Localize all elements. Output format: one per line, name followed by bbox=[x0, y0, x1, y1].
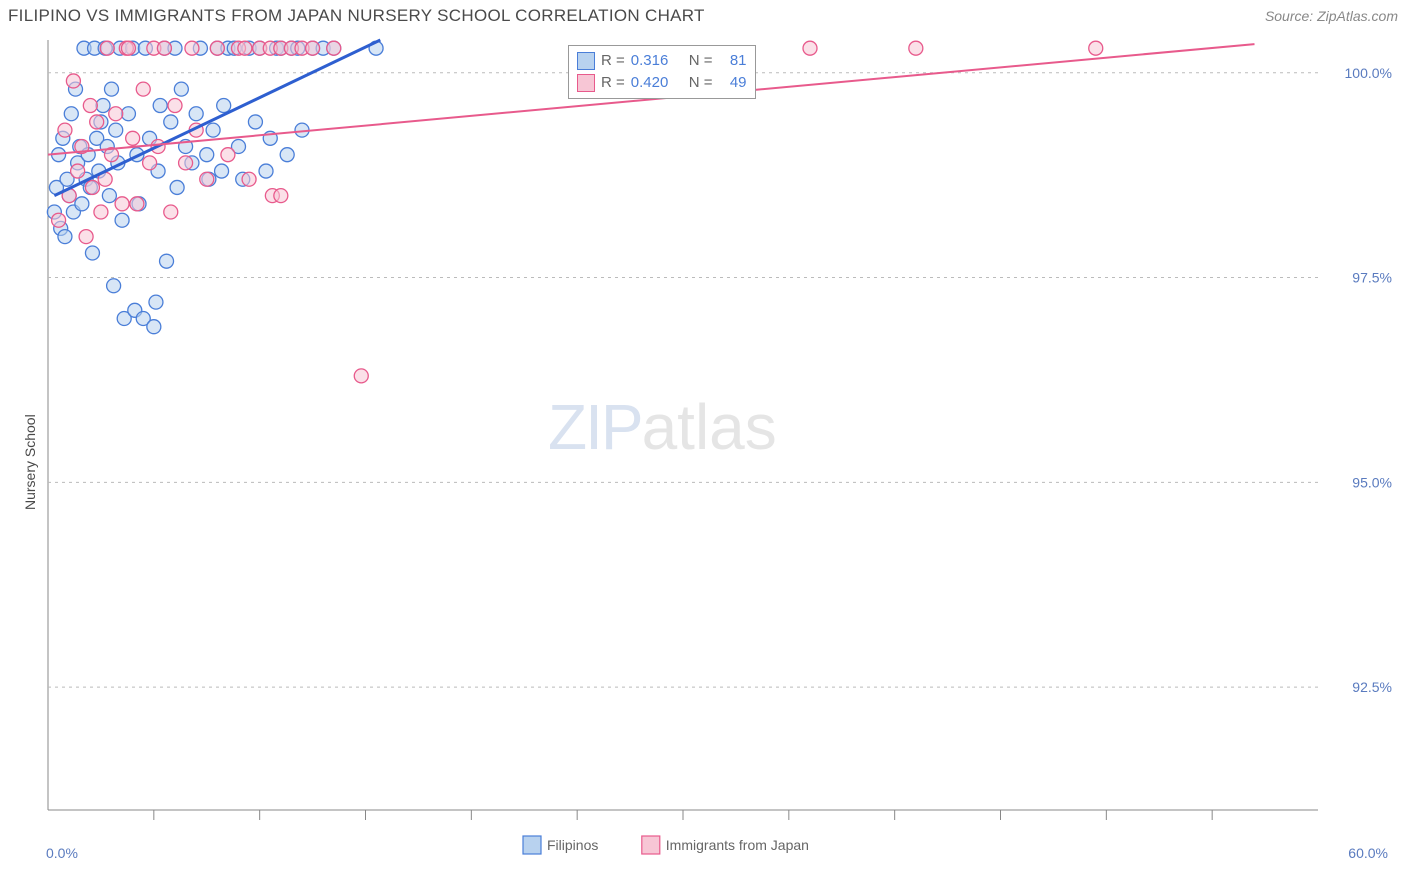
legend-row: R = 0.316 N = 81 bbox=[577, 50, 747, 72]
svg-text:92.5%: 92.5% bbox=[1352, 679, 1392, 695]
legend-r-label: R = bbox=[601, 50, 625, 72]
legend-row: R = 0.420 N = 49 bbox=[577, 72, 747, 94]
chart-source: Source: ZipAtlas.com bbox=[1265, 8, 1398, 24]
chart-title: FILIPINO VS IMMIGRANTS FROM JAPAN NURSER… bbox=[8, 6, 705, 26]
legend-r-value: 0.420 bbox=[631, 72, 683, 94]
chart-header: FILIPINO VS IMMIGRANTS FROM JAPAN NURSER… bbox=[0, 0, 1406, 30]
correlation-legend: R = 0.316 N = 81 R = 0.420 N = 49 bbox=[568, 45, 756, 99]
scatter-chart: 92.5% 95.0% 97.5% 100.0% 0.0% 60.0% Filipinos I… bbox=[8, 30, 1398, 870]
svg-text:97.5%: 97.5% bbox=[1352, 270, 1392, 286]
legend-n-label: N = bbox=[689, 50, 713, 72]
svg-text:95.0%: 95.0% bbox=[1352, 474, 1392, 490]
y-axis-label: Nursery School bbox=[22, 414, 38, 510]
svg-text:Filipinos: Filipinos bbox=[547, 837, 598, 853]
legend-swatch bbox=[577, 52, 595, 70]
svg-text:0.0%: 0.0% bbox=[46, 845, 78, 861]
legend-r-value: 0.316 bbox=[631, 50, 683, 72]
legend-n-value: 81 bbox=[719, 50, 747, 72]
legend-n-value: 49 bbox=[719, 72, 747, 94]
svg-text:60.0%: 60.0% bbox=[1348, 845, 1388, 861]
legend-swatch bbox=[577, 74, 595, 92]
chart-container: Nursery School 92.5% 95.0% 97.5% 100.0% 0.0%… bbox=[8, 30, 1398, 875]
legend-n-label: N = bbox=[689, 72, 713, 94]
svg-text:100.0%: 100.0% bbox=[1345, 65, 1392, 81]
svg-text:Immigrants from Japan: Immigrants from Japan bbox=[666, 837, 809, 853]
legend-r-label: R = bbox=[601, 72, 625, 94]
